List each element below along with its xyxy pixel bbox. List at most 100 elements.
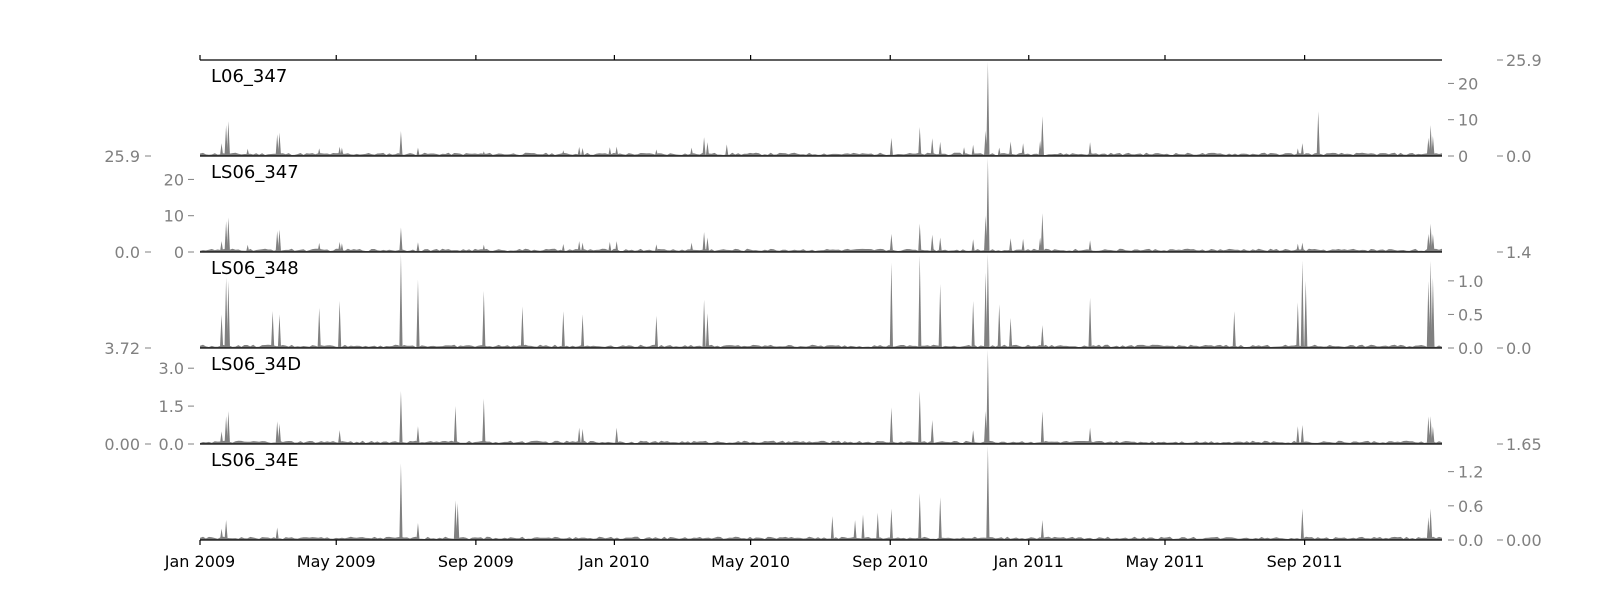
y-tick-label: 0 [1458,147,1468,166]
spike-bar [1088,142,1092,156]
range-max-label: 3.72 [104,339,140,358]
spike-bar [399,463,403,540]
spike-bar [938,284,942,348]
x-tick-label: Jan 2011 [993,552,1064,571]
spike-bar [224,277,228,348]
spike-bar [1426,416,1430,444]
spike-bar [482,244,486,252]
spike-bar [971,430,975,444]
spike-bar [1232,311,1236,348]
spike-bar [1431,136,1435,156]
spike-bar [580,242,585,252]
spike-bar [277,423,282,444]
x-tick-label: Jan 2009 [164,552,235,571]
spike-bar [725,144,729,156]
spike-bar [1300,425,1304,444]
spike-bar [1040,213,1044,252]
spike-bar [1296,302,1300,348]
range-min-label: 0.00 [1506,531,1542,550]
spike-bar [938,497,942,540]
spike-bar [986,446,990,540]
spike-bar [416,522,420,540]
spike-bar [399,254,403,348]
y-tick-label: 0.5 [1458,305,1483,324]
spike-bar [1426,137,1430,156]
spike-bar [399,390,403,444]
range-min-label: 0.0 [1506,339,1531,358]
spike-bar [889,137,893,156]
spike-bar [224,520,228,540]
spike-bar [275,134,279,156]
spike-bar [918,493,922,540]
panel-label: LS06_34D [211,354,301,375]
spike-bar [1021,143,1025,156]
spike-bar [608,147,612,156]
spike-bar [853,520,857,540]
spike-bar [971,301,975,348]
spike-bar [962,147,966,156]
spike-bar [246,244,250,252]
spike-bar [1429,260,1433,348]
x-tick-label: Sep 2009 [438,552,514,571]
spike-bar [219,314,224,348]
spike-bar [705,142,710,156]
spike-bar [984,215,988,252]
spike-bar [338,301,342,348]
y-tick-label: 20 [1458,74,1478,93]
spike-bar [1040,325,1044,348]
spike-bar [1040,520,1044,540]
y-tick-label: 0 [174,243,184,262]
spike-bar [615,427,619,444]
panel-label: L06_347 [211,66,287,87]
spike-bar [271,311,275,348]
spike-bar [971,239,975,252]
spike-bar [918,126,922,156]
x-tick-label: Sep 2011 [1267,552,1343,571]
y-tick-label: 0.6 [1458,497,1483,516]
panel-baseline-area [200,152,1442,156]
spike-bar [317,307,321,348]
spike-bar [702,137,706,156]
y-tick-label: 0.0 [1458,531,1483,550]
spike-bar [416,426,420,444]
spike-bar [246,148,250,156]
spike-bar [986,62,990,156]
spike-bar [482,398,486,444]
range-max-label: 1.65 [1506,435,1542,454]
range-min-label: 0.0 [115,243,140,262]
spike-bar [986,254,990,348]
spike-bar [416,147,420,156]
y-tick-label: 3.0 [159,359,184,378]
spike-bar [1429,416,1433,444]
spike-bar [918,390,922,444]
spike-bar [930,138,934,156]
spike-bar [275,421,279,444]
spike-bar [561,150,565,156]
spike-bar [889,262,893,348]
spike-bar [561,311,565,348]
spike-bar [1316,111,1320,156]
spike-bar [520,306,525,348]
spike-bar [580,314,585,348]
spike-bar [1296,148,1300,156]
spike-bar [986,158,990,252]
spike-bar [1300,260,1304,348]
spike-bar [1426,517,1430,540]
y-tick-label: 20 [164,170,184,189]
y-tick-label: 10 [1458,111,1478,130]
spike-bar [654,315,658,348]
panel-baseline-area [200,536,1442,540]
spike-bar [482,290,486,348]
spike-bar [224,416,228,444]
spike-bar [1021,238,1025,252]
panel-label: LS06_348 [211,258,299,279]
spike-bar [861,514,865,540]
spike-bar [938,141,942,156]
spike-bar [615,241,619,252]
spike-bar [275,230,279,252]
spike-bar [219,143,224,156]
panel-label: LS06_347 [211,162,299,183]
spike-bar [984,272,988,348]
spike-bar [277,314,282,348]
